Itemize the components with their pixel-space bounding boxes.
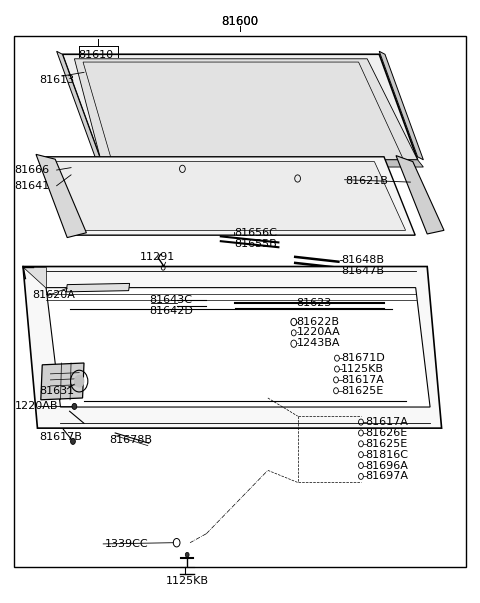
Polygon shape xyxy=(74,58,418,160)
Polygon shape xyxy=(36,154,86,238)
Text: 81816C: 81816C xyxy=(365,450,408,459)
Polygon shape xyxy=(396,156,444,234)
Polygon shape xyxy=(66,283,130,292)
Text: 81631: 81631 xyxy=(39,386,74,396)
Text: 81621B: 81621B xyxy=(346,176,388,186)
Text: 81678B: 81678B xyxy=(109,435,153,445)
Circle shape xyxy=(74,375,84,387)
Text: 81671D: 81671D xyxy=(341,353,384,363)
Text: 81600: 81600 xyxy=(221,14,259,28)
Polygon shape xyxy=(57,51,101,160)
Text: 81655B: 81655B xyxy=(234,239,277,248)
Text: 81625E: 81625E xyxy=(341,386,383,396)
Text: 81617B: 81617B xyxy=(39,432,82,441)
Text: 81641: 81641 xyxy=(14,181,49,191)
Text: 81696A: 81696A xyxy=(365,461,408,470)
Text: 1125KB: 1125KB xyxy=(166,576,209,586)
Text: 81617A: 81617A xyxy=(341,375,384,385)
Text: 81625E: 81625E xyxy=(365,439,407,449)
Text: 1243BA: 1243BA xyxy=(297,338,340,348)
Text: 1220AA: 1220AA xyxy=(297,327,340,337)
Text: 81642D: 81642D xyxy=(149,306,192,316)
Circle shape xyxy=(71,438,75,444)
Text: 81648B: 81648B xyxy=(341,256,384,265)
Circle shape xyxy=(185,552,189,557)
Circle shape xyxy=(72,403,77,409)
Text: 81610: 81610 xyxy=(78,51,114,60)
Polygon shape xyxy=(50,162,406,230)
Polygon shape xyxy=(62,54,418,160)
Polygon shape xyxy=(379,51,423,160)
Polygon shape xyxy=(95,160,423,167)
Polygon shape xyxy=(23,267,46,288)
Text: 1220AB: 1220AB xyxy=(14,402,58,411)
Text: 81623: 81623 xyxy=(297,298,332,308)
Polygon shape xyxy=(41,157,415,235)
Text: 81622B: 81622B xyxy=(297,317,340,327)
Text: 81626E: 81626E xyxy=(365,428,407,438)
Text: 81613: 81613 xyxy=(39,75,74,84)
Polygon shape xyxy=(41,363,84,400)
Bar xyxy=(14,36,466,567)
Text: 81600: 81600 xyxy=(221,14,259,28)
Text: 81666: 81666 xyxy=(14,165,49,175)
Text: 11291: 11291 xyxy=(140,252,175,262)
Text: 81697A: 81697A xyxy=(365,472,408,481)
Text: 81643C: 81643C xyxy=(149,295,192,305)
Polygon shape xyxy=(46,288,430,407)
Text: 1339CC: 1339CC xyxy=(105,539,148,549)
Text: 81617A: 81617A xyxy=(365,417,408,427)
Text: 81656C: 81656C xyxy=(234,228,277,238)
Text: 81620A: 81620A xyxy=(33,291,75,300)
Text: 81647B: 81647B xyxy=(341,267,384,276)
Polygon shape xyxy=(23,267,442,428)
Text: 1125KB: 1125KB xyxy=(341,364,384,374)
